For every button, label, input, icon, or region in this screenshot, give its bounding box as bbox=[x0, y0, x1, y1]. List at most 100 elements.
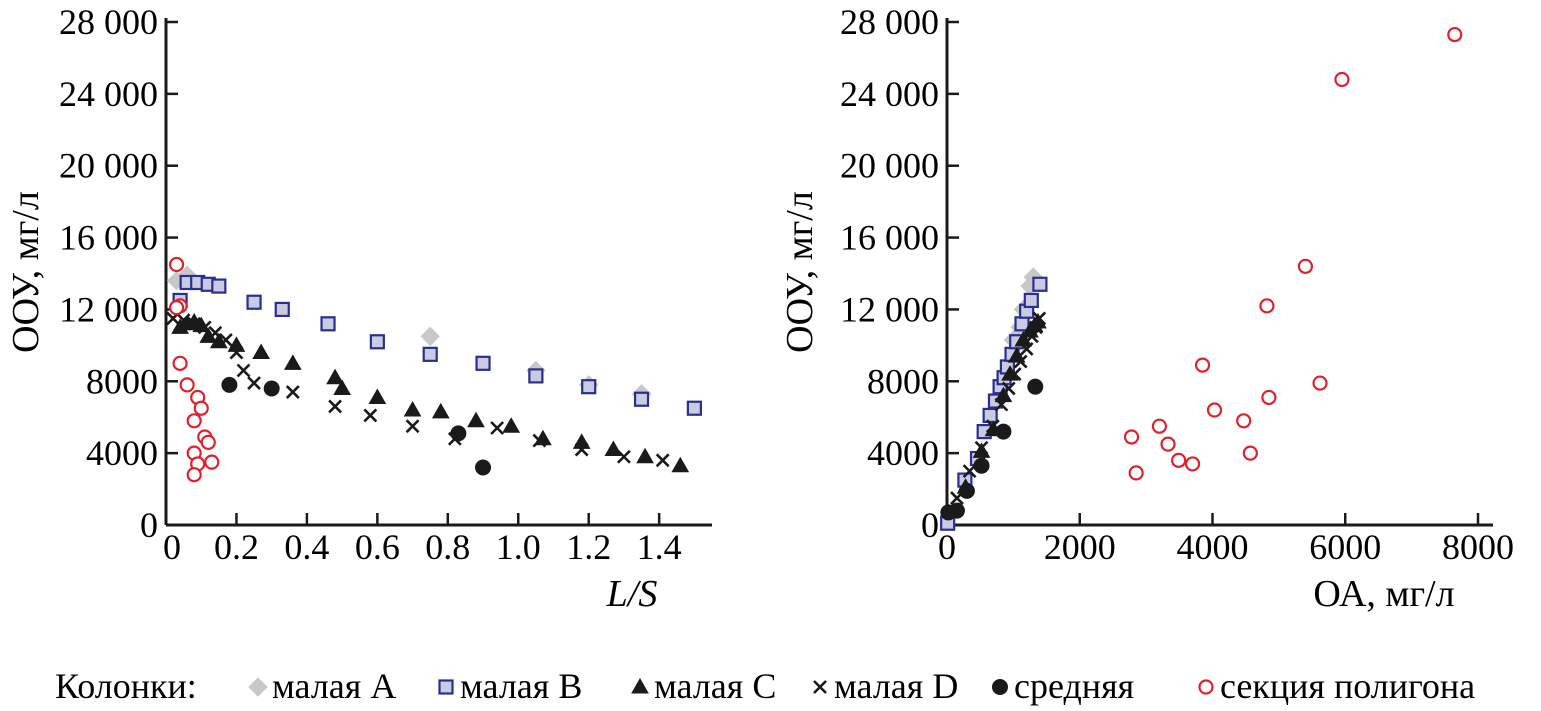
y-tick-label: 16 000 bbox=[840, 218, 939, 258]
legend-marker bbox=[813, 680, 827, 694]
data-point bbox=[369, 334, 385, 350]
data-point bbox=[636, 447, 654, 464]
data-point bbox=[528, 368, 544, 384]
data-point bbox=[1447, 26, 1463, 43]
legend-marker bbox=[248, 677, 268, 697]
data-point bbox=[1123, 429, 1140, 445]
data-point bbox=[1242, 445, 1258, 461]
x-ticks-left: 0 0.2 0.4 0.6 0.8 1.0 1.2 1.4 bbox=[163, 513, 682, 567]
x-ticks-right: 0 2000 4000 6000 8000 bbox=[938, 513, 1514, 567]
legend-label: секция полигона bbox=[1220, 666, 1475, 706]
legend-marker bbox=[1198, 679, 1214, 695]
y-axis-label-left: ООУ, мг/л bbox=[5, 191, 47, 353]
data-point bbox=[247, 376, 261, 391]
series-малая-A bbox=[166, 265, 652, 404]
data-point bbox=[604, 440, 623, 457]
series-малая-B bbox=[940, 276, 1048, 531]
series-малая-D bbox=[950, 311, 1047, 505]
x-tick-label: 4000 bbox=[1177, 527, 1249, 567]
data-point bbox=[221, 376, 238, 393]
data-point bbox=[1032, 311, 1047, 326]
data-point bbox=[172, 355, 188, 371]
data-point bbox=[168, 256, 185, 273]
data-point bbox=[1128, 465, 1144, 481]
data-point bbox=[450, 425, 467, 442]
data-point bbox=[179, 377, 195, 393]
legend-items: малая A малая B малая C малая D средняя секци… bbox=[248, 666, 1475, 706]
data-point bbox=[962, 464, 977, 479]
y-tick-label: 28 000 bbox=[840, 2, 939, 42]
data-point bbox=[633, 391, 650, 407]
data-point bbox=[1261, 389, 1277, 406]
data-point bbox=[187, 316, 202, 331]
data-point bbox=[1259, 298, 1275, 314]
data-point bbox=[1023, 292, 1039, 309]
legend-item: малая D bbox=[813, 666, 958, 706]
data-point bbox=[363, 408, 378, 423]
data-point bbox=[1184, 456, 1201, 472]
data-point bbox=[973, 457, 990, 474]
data-point bbox=[1001, 381, 1016, 396]
series-малая-D bbox=[166, 311, 670, 468]
data-point bbox=[655, 453, 670, 468]
y-tick-label: 16 000 bbox=[59, 218, 158, 258]
data-point bbox=[467, 411, 485, 428]
data-point bbox=[502, 417, 521, 433]
data-point bbox=[405, 419, 420, 434]
data-point bbox=[1032, 276, 1048, 292]
y-tick-label: 12 000 bbox=[59, 289, 158, 329]
data-point bbox=[333, 379, 351, 395]
x-axis-left: 0 0.2 0.4 0.6 0.8 1.0 1.2 1.4 bbox=[163, 513, 712, 567]
marks-left bbox=[166, 256, 702, 483]
data-point bbox=[368, 388, 387, 404]
series-средняя bbox=[221, 376, 492, 476]
legend-marker bbox=[992, 679, 1008, 695]
data-point bbox=[197, 320, 212, 335]
data-point bbox=[1297, 258, 1314, 274]
y-tick-label: 0 bbox=[921, 505, 939, 545]
legend-item: малая B bbox=[438, 666, 582, 706]
data-point bbox=[532, 433, 547, 448]
legend-label: малая A bbox=[272, 666, 396, 706]
data-point bbox=[403, 401, 422, 417]
data-point bbox=[186, 467, 202, 483]
data-point bbox=[193, 400, 209, 416]
data-point bbox=[1007, 367, 1022, 382]
data-point bbox=[211, 278, 227, 294]
data-point bbox=[671, 456, 690, 473]
data-point bbox=[617, 449, 631, 464]
data-point bbox=[1025, 329, 1039, 344]
y-tick-label: 4000 bbox=[867, 433, 939, 473]
legend-label: малая B bbox=[460, 666, 582, 706]
data-point bbox=[176, 313, 191, 328]
data-point bbox=[252, 343, 270, 360]
y-tick-label: 24 000 bbox=[840, 74, 939, 114]
data-point bbox=[1236, 413, 1252, 429]
data-point bbox=[1029, 320, 1043, 335]
data-point bbox=[208, 325, 223, 340]
y-tick-label: 8000 bbox=[867, 361, 939, 401]
x-tick-label: 0.4 bbox=[284, 527, 329, 567]
data-point bbox=[958, 482, 975, 499]
legend-item: средняя bbox=[992, 666, 1134, 706]
data-point bbox=[283, 354, 302, 370]
x-tick-label: 1.2 bbox=[566, 527, 611, 567]
data-point bbox=[200, 434, 216, 450]
data-point bbox=[168, 300, 185, 316]
y-tick-label: 0 bbox=[140, 505, 158, 545]
data-point bbox=[431, 402, 450, 419]
data-point bbox=[274, 301, 290, 318]
data-point bbox=[972, 442, 991, 458]
data-point bbox=[1027, 378, 1044, 395]
data-point bbox=[686, 400, 702, 416]
data-point bbox=[186, 413, 202, 429]
data-point bbox=[995, 423, 1012, 440]
legend: Колонки: малая A малая B малая C малая D сре… bbox=[55, 666, 1475, 706]
x-axis-label-left: L/S bbox=[606, 573, 658, 615]
data-point bbox=[1171, 452, 1187, 468]
series-малая-B bbox=[172, 274, 702, 416]
data-point bbox=[1151, 418, 1168, 434]
data-point bbox=[326, 368, 344, 385]
